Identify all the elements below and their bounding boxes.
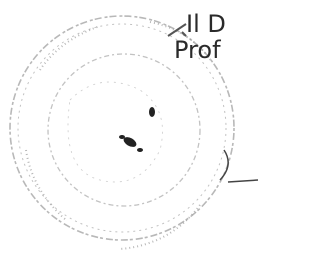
scanned-document: Il D Prof [0, 0, 268, 273]
ink-blot [149, 107, 155, 117]
document-text: Il D [186, 10, 226, 38]
document-text: Prof [174, 36, 221, 64]
page: {"document": {"text_lines": ["Il D", "Pr… [0, 0, 268, 273]
ink-blot [137, 148, 143, 152]
paper [0, 0, 268, 273]
ink-blot [119, 135, 125, 139]
